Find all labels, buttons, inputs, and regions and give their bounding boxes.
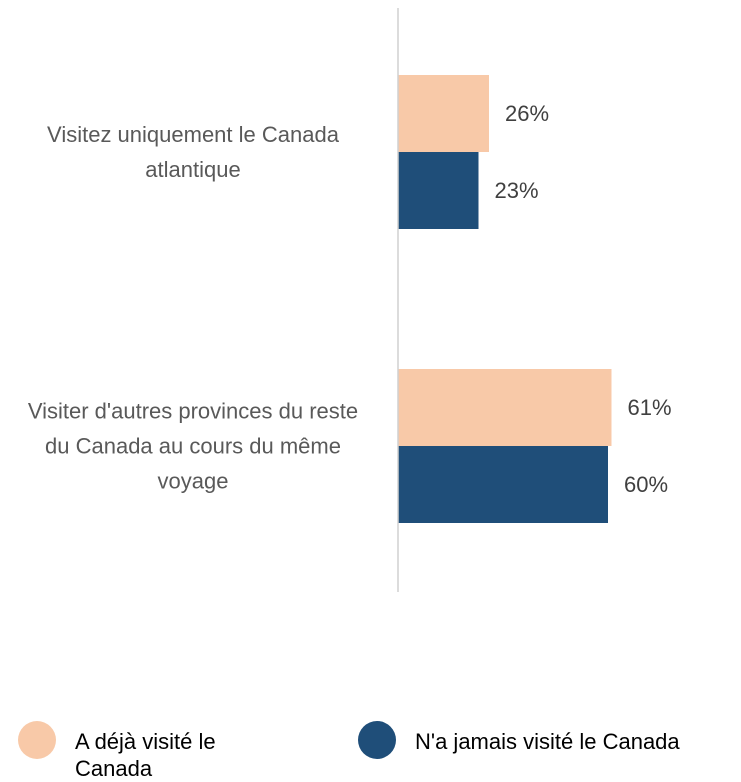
bar xyxy=(398,75,489,152)
legend-label: A déjà visité le Canada xyxy=(75,729,216,781)
value-label: 60% xyxy=(624,471,669,497)
value-label: 23% xyxy=(494,177,539,203)
legend-swatch xyxy=(358,721,396,759)
legend-label: N'a jamais visité le Canada xyxy=(415,729,680,754)
category-label: Visiter d'autres provinces du reste du C… xyxy=(27,398,359,494)
category-label: Visitez uniquement le Canada atlantique xyxy=(47,122,339,182)
bar xyxy=(398,369,612,446)
value-label: 61% xyxy=(627,394,672,420)
bar xyxy=(398,446,608,523)
bar xyxy=(398,152,479,229)
value-label: 26% xyxy=(505,100,550,126)
legend-swatch xyxy=(18,721,56,759)
